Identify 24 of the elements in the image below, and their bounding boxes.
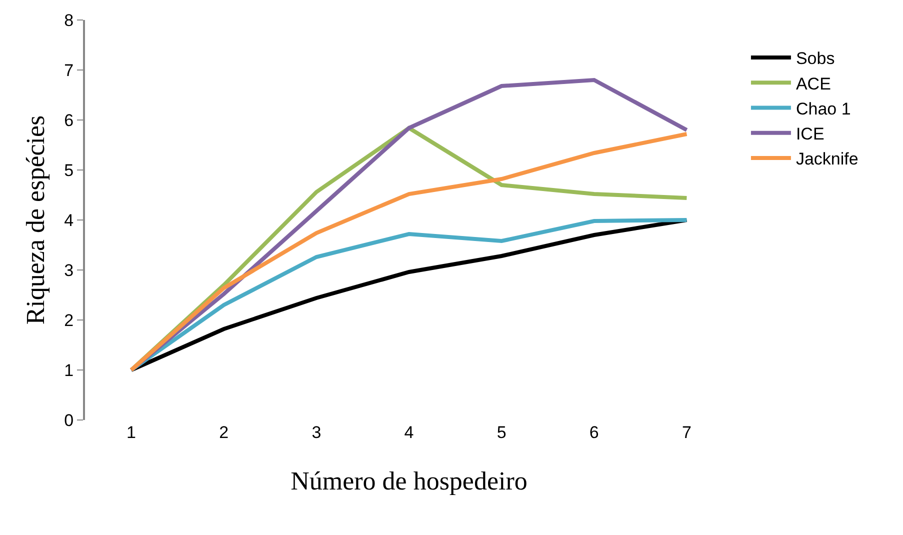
legend-label: Chao 1 — [796, 99, 851, 118]
x-tick-label: 6 — [589, 423, 599, 442]
y-tick-label: 1 — [64, 360, 74, 380]
y-tick-label: 4 — [64, 210, 74, 230]
x-tick-label: 2 — [219, 423, 229, 442]
y-tick-label: 8 — [64, 10, 74, 30]
x-tick-label: 3 — [312, 423, 322, 442]
y-tick-label: 6 — [64, 110, 74, 130]
y-tick-label: 0 — [64, 410, 74, 430]
y-tick-label: 3 — [64, 260, 74, 280]
line-series — [129, 218, 689, 372]
y-axis-title: Riqueza de espécies — [21, 115, 50, 325]
legend-label: ACE — [796, 74, 831, 94]
x-tick-label: 5 — [496, 423, 506, 442]
x-tick-label: 1 — [126, 423, 136, 442]
y-tick-label: 2 — [64, 310, 74, 330]
y-tick-label: 7 — [64, 60, 74, 80]
legend-label: Sobs — [796, 49, 835, 68]
x-axis-title: Número de hospedeiro — [290, 466, 528, 496]
y-tick-label: 5 — [64, 160, 74, 180]
legend-label: Jacknife — [796, 150, 858, 169]
legend-label: ICE — [796, 124, 824, 144]
x-tick-label: 4 — [404, 423, 414, 442]
x-tick-label: 7 — [682, 423, 692, 442]
